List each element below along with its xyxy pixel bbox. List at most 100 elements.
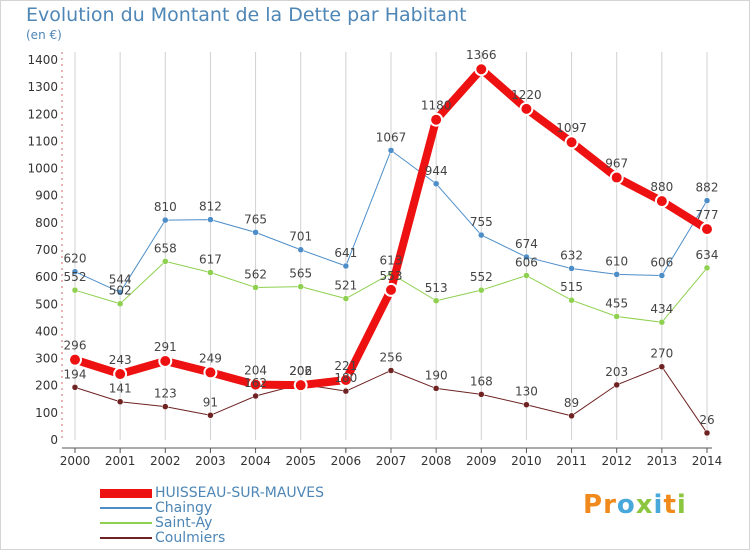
legend-swatch (100, 507, 152, 509)
data-label-chaingy: 944 (425, 164, 448, 178)
data-label-chaingy: 620 (64, 252, 87, 266)
legend-label: HUISSEAU-SUR-MAUVES (155, 485, 324, 501)
data-label-saint-ay: 502 (109, 284, 132, 298)
data-label-huisseau-sur-mauves: 1097 (556, 121, 587, 135)
data-label-saint-ay: 513 (425, 281, 448, 295)
data-label-coulmiers: 168 (470, 374, 493, 388)
y-tick-label: 100 (35, 406, 58, 420)
data-label-saint-ay: 434 (650, 302, 673, 316)
data-point-coulmiers (613, 381, 620, 389)
data-point-saint-ay (613, 313, 620, 320)
data-point-huisseau-sur-mauves (203, 365, 218, 380)
data-point-chaingy (342, 262, 350, 270)
data-point-chaingy (71, 268, 79, 275)
data-point-huisseau-sur-mauves (564, 135, 579, 150)
x-tick-label: 2000 (60, 454, 91, 468)
data-label-huisseau-sur-mauves: 880 (650, 180, 673, 194)
y-tick-label: 700 (35, 243, 58, 257)
data-point-saint-ay (523, 272, 530, 279)
data-label-huisseau-sur-mauves: 249 (199, 351, 222, 365)
data-point-huisseau-sur-mauves (248, 377, 263, 392)
data-label-saint-ay: 562 (244, 267, 267, 281)
data-point-coulmiers (342, 387, 350, 395)
legend-label: Coulmiers (155, 530, 226, 546)
data-label-chaingy: 606 (650, 256, 673, 270)
data-label-coulmiers: 270 (650, 347, 673, 361)
legend-item: Chaingy (100, 500, 360, 516)
data-label-huisseau-sur-mauves: 967 (605, 157, 628, 171)
data-label-huisseau-sur-mauves: 221 (334, 359, 357, 373)
x-tick-label: 2010 (511, 454, 542, 468)
data-label-huisseau-sur-mauves: 204 (244, 364, 267, 378)
data-label-chaingy: 765 (244, 212, 267, 226)
data-point-chaingy (162, 216, 169, 224)
x-tick-label: 2014 (692, 454, 723, 468)
data-point-coulmiers (387, 367, 395, 374)
data-point-coulmiers (658, 363, 666, 370)
data-label-coulmiers: 180 (334, 371, 357, 385)
data-label-coulmiers: 91 (203, 395, 218, 409)
y-tick-label: 1200 (27, 107, 58, 121)
legend-swatch (100, 522, 152, 524)
data-point-huisseau-sur-mauves (609, 170, 624, 185)
data-point-huisseau-sur-mauves (384, 282, 398, 297)
data-label-coulmiers: 130 (515, 385, 538, 399)
data-point-saint-ay (703, 264, 711, 272)
data-label-coulmiers: 194 (64, 367, 87, 381)
data-point-coulmiers (116, 398, 124, 405)
data-point-chaingy (523, 253, 530, 261)
x-tick-label: 2011 (556, 454, 587, 468)
data-label-chaingy: 755 (470, 215, 493, 229)
data-point-chaingy (116, 289, 124, 296)
y-tick-label: 1400 (27, 53, 58, 67)
data-label-huisseau-sur-mauves: 291 (154, 340, 177, 354)
data-label-coulmiers: 89 (564, 396, 579, 410)
data-label-coulmiers: 190 (425, 368, 448, 382)
data-label-coulmiers: 26 (699, 413, 714, 427)
y-tick-label: 1100 (27, 134, 58, 148)
data-point-saint-ay (71, 286, 79, 294)
legend-swatch (100, 488, 152, 498)
x-tick-label: 2001 (105, 454, 136, 468)
data-point-huisseau-sur-mauves (113, 367, 128, 382)
data-label-chaingy: 641 (334, 246, 357, 260)
data-label-chaingy: 544 (109, 272, 132, 286)
data-point-chaingy (207, 216, 214, 223)
data-point-saint-ay (162, 258, 169, 265)
data-label-chaingy: 632 (560, 248, 583, 262)
proxiti-logo: Proxiti (583, 490, 687, 520)
data-label-saint-ay: 617 (199, 253, 222, 267)
data-point-huisseau-sur-mauves (429, 112, 444, 127)
data-point-chaingy (432, 180, 440, 188)
chart-legend: HUISSEAU-SUR-MAUVES Chaingy Saint-Ay Coulmi… (100, 485, 360, 546)
data-label-saint-ay: 455 (605, 297, 628, 311)
data-point-huisseau-sur-mauves (654, 194, 669, 209)
logo-letter: i (653, 490, 664, 520)
data-point-huisseau-sur-mauves (519, 101, 534, 116)
x-tick-label: 2013 (647, 454, 678, 468)
data-point-coulmiers (432, 385, 440, 392)
data-point-chaingy (297, 246, 304, 253)
x-tick-label: 2004 (240, 454, 271, 468)
y-tick-label: 500 (35, 297, 58, 311)
legend-item: HUISSEAU-SUR-MAUVES (100, 485, 360, 501)
data-point-coulmiers (703, 429, 711, 437)
data-label-coulmiers: 203 (605, 365, 628, 379)
logo-letter: x (635, 490, 654, 520)
data-point-coulmiers (478, 391, 485, 398)
data-label-huisseau-sur-mauves: 1366 (466, 48, 497, 62)
data-label-chaingy: 882 (696, 181, 719, 195)
data-label-saint-ay: 634 (696, 248, 719, 262)
data-label-chaingy: 810 (154, 200, 177, 214)
data-label-chaingy: 812 (199, 200, 222, 214)
data-label-saint-ay: 521 (334, 279, 357, 293)
data-point-saint-ay (432, 297, 440, 305)
x-tick-label: 2006 (331, 454, 362, 468)
y-tick-label: 900 (35, 189, 58, 203)
data-label-huisseau-sur-mauves: 777 (696, 208, 719, 222)
x-tick-label: 2008 (421, 454, 452, 468)
data-label-saint-ay: 658 (154, 241, 177, 255)
data-label-coulmiers: 206 (289, 364, 312, 378)
data-point-huisseau-sur-mauves (474, 62, 489, 77)
data-point-huisseau-sur-mauves (293, 378, 308, 393)
